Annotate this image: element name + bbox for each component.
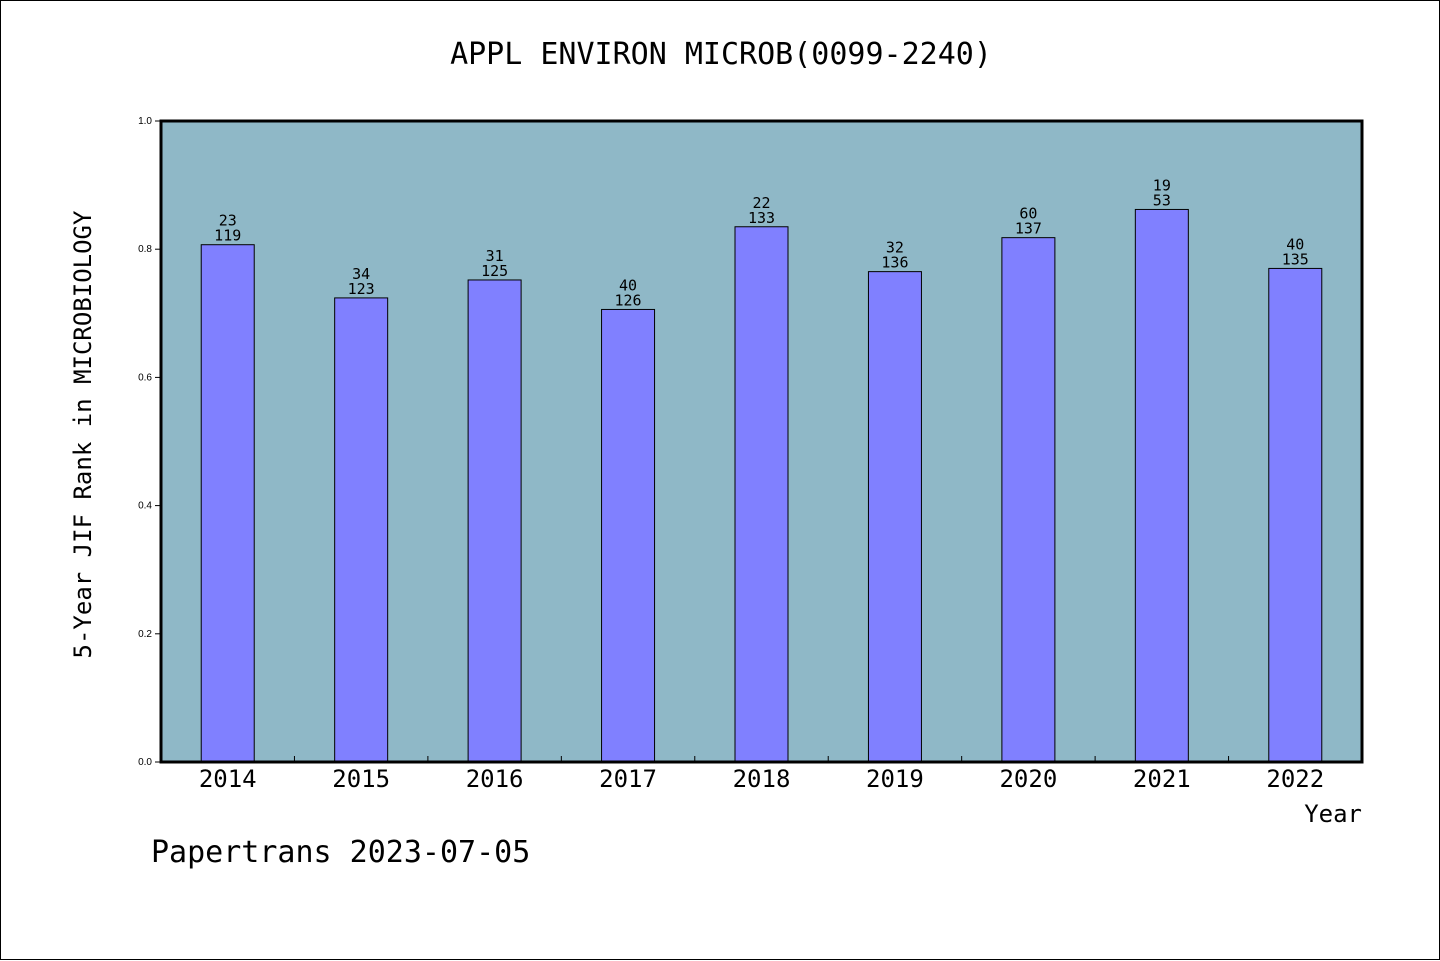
bar-label-rank-2014: 23 bbox=[219, 212, 237, 230]
bar-2015 bbox=[334, 297, 389, 763]
x-tick-label-2017: 2017 bbox=[599, 765, 657, 793]
y-tick-label: 0.2 bbox=[138, 629, 152, 640]
bar-label-rank-2019: 32 bbox=[886, 239, 904, 257]
x-tick-label-2019: 2019 bbox=[866, 765, 924, 793]
bar-label-rank-2022: 40 bbox=[1286, 235, 1304, 253]
plot-border bbox=[159, 119, 1364, 764]
bar-label-total-2014: 119 bbox=[214, 227, 241, 245]
x-axis: 2014 2015 2016 2017 2018 2019 2020 2021 2022 bbox=[199, 756, 1324, 793]
y-tick-label: 0.0 bbox=[138, 757, 152, 768]
y-tick-label: 0.4 bbox=[138, 501, 152, 512]
bar-label-rank-2017: 40 bbox=[619, 276, 637, 294]
bar-label-total-2015: 123 bbox=[348, 280, 375, 298]
bar-2018 bbox=[734, 226, 789, 763]
bar-label-rank-2015: 34 bbox=[352, 265, 370, 283]
bars-group bbox=[200, 208, 1323, 763]
bar-2016 bbox=[467, 279, 522, 763]
x-tick-label-2020: 2020 bbox=[999, 765, 1057, 793]
x-tick-label-2018: 2018 bbox=[733, 765, 791, 793]
x-axis-label: Year bbox=[1304, 800, 1362, 828]
bar-label-total-2020: 137 bbox=[1015, 220, 1042, 238]
y-tick-label: 1.0 bbox=[138, 116, 152, 127]
y-tick-label: 0.8 bbox=[138, 244, 152, 255]
y-axis: 0.0 0.2 0.4 0.6 0.8 1.0 bbox=[138, 116, 161, 768]
x-tick-label-2015: 2015 bbox=[332, 765, 390, 793]
x-tick-label-2021: 2021 bbox=[1133, 765, 1191, 793]
x-tick-label-2016: 2016 bbox=[466, 765, 524, 793]
bar-2019 bbox=[867, 271, 922, 763]
bar-2020 bbox=[1001, 237, 1056, 763]
bar-label-total-2019: 136 bbox=[881, 254, 908, 272]
bar-label-total-2018: 133 bbox=[748, 209, 775, 227]
bar-label-total-2016: 125 bbox=[481, 262, 508, 280]
bar-label-rank-2018: 22 bbox=[752, 194, 770, 212]
bar-label-total-2017: 126 bbox=[615, 291, 642, 309]
bar-label-rank-2021: 19 bbox=[1153, 176, 1171, 194]
bar-labels-group: 2311934123311254012622133321366013719534… bbox=[214, 176, 1309, 309]
x-tick-label-2022: 2022 bbox=[1266, 765, 1324, 793]
bar-2017 bbox=[601, 308, 656, 763]
bar-2021 bbox=[1134, 208, 1189, 763]
bar-label-total-2022: 135 bbox=[1282, 250, 1309, 268]
footer-text: Papertrans 2023-07-05 bbox=[151, 835, 531, 870]
bar-label-total-2021: 53 bbox=[1153, 191, 1171, 209]
y-tick-label: 0.6 bbox=[138, 372, 152, 383]
chart-title: APPL ENVIRON MICROB(0099-2240) bbox=[450, 37, 992, 72]
x-tick-label-2014: 2014 bbox=[199, 765, 257, 793]
y-axis-label: 5-Year JIF Rank in MICROBIOLOGY bbox=[69, 210, 97, 658]
bar-2022 bbox=[1268, 267, 1323, 763]
bar-label-rank-2020: 60 bbox=[1019, 205, 1037, 223]
bar-2014 bbox=[200, 244, 255, 763]
bar-label-rank-2016: 31 bbox=[486, 247, 504, 265]
